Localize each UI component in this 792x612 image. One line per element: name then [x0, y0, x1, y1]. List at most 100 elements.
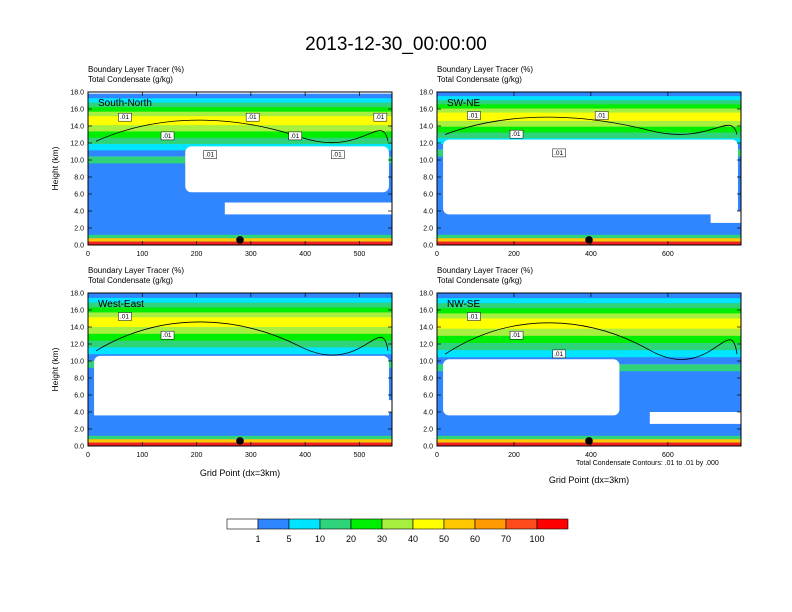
y-tick-label: 10.0: [419, 158, 433, 165]
y-tick-label: 8.0: [423, 376, 433, 383]
contour-label: .01: [512, 131, 521, 138]
x-tick-label: 200: [191, 251, 203, 258]
y-tick-label: 0.0: [74, 444, 84, 451]
y-tick-label: 10.0: [70, 158, 84, 165]
x-tick-label: 200: [508, 251, 520, 258]
x-tick-label: 300: [245, 251, 257, 258]
location-marker: [585, 437, 593, 445]
panel-sw-ne: .01 .01 .01 .01 SW-NE Boundary Layer Tracer (…: [419, 65, 742, 258]
contour-label-box: [552, 349, 566, 359]
y-tick-label: 12.0: [70, 342, 84, 349]
color-legend: 1 5 10 20 30 40 50 60 70 100: [226, 518, 569, 544]
panel-header-condensate: Total Condensate (g/kg): [88, 75, 173, 84]
contour-label: .01: [469, 113, 478, 120]
contour-label: .01: [597, 113, 606, 120]
legend-label: 100: [529, 534, 544, 544]
x-tick-label: 600: [662, 251, 674, 258]
legend-label: 30: [377, 534, 387, 544]
contour-label: .01: [375, 114, 384, 121]
contour-label-box: [118, 112, 132, 122]
deck-band: [437, 318, 741, 329]
legend-swatch: [381, 518, 414, 530]
legend-label: 5: [286, 534, 291, 544]
y-tick-label: 2.0: [74, 226, 84, 233]
boundary-layer-low: [88, 217, 392, 235]
y-tick-label: 12.0: [70, 141, 84, 148]
panel-west-east: .01 .01 West-East Boundary Layer Tracer (%)…: [50, 266, 393, 478]
contour-label-box: [203, 150, 217, 159]
x-tick-label: 400: [585, 251, 597, 258]
lower-gap: [255, 400, 392, 412]
y-tick-label: 12.0: [419, 141, 433, 148]
y-tick-label: 14.0: [419, 124, 433, 131]
contour-label-box: [245, 112, 260, 122]
x-tick-label: 400: [585, 452, 597, 459]
panel-header-condensate: Total Condensate (g/kg): [437, 276, 522, 285]
x-tick-label: 400: [299, 452, 311, 459]
contour-label-box: [552, 148, 566, 158]
y-tick-label: 4.0: [74, 410, 84, 417]
legend-label: 70: [501, 534, 511, 544]
y-tick-label: 16.0: [419, 308, 433, 315]
y-tick-label: 2.0: [74, 427, 84, 434]
y-tick-label: 10.0: [70, 359, 84, 366]
x-tick-label: 100: [136, 452, 148, 459]
y-tick-label: 6.0: [423, 393, 433, 400]
y-tick-label: 14.0: [419, 325, 433, 332]
x-axis-label: Grid Point (dx=3km): [549, 475, 629, 485]
y-tick-label: 2.0: [423, 427, 433, 434]
x-tick-label: 0: [435, 452, 439, 459]
contour-label: .01: [120, 314, 129, 321]
x-tick-label: 200: [508, 452, 520, 459]
plot-frame: [436, 292, 742, 447]
legend-swatch: [319, 518, 352, 530]
contour-label-box: [160, 330, 175, 340]
figure-title: 2013-12-30_00:00:00: [305, 34, 487, 55]
deck-band: [88, 317, 392, 327]
y-tick-label: 6.0: [74, 393, 84, 400]
location-marker: [236, 236, 244, 244]
contour-label: .01: [120, 114, 129, 121]
legend-label: 50: [439, 534, 449, 544]
panel-header-tracer: Boundary Layer Tracer (%): [437, 65, 533, 74]
location-marker: [236, 437, 244, 445]
x-axis-label: Grid Point (dx=3km): [200, 468, 280, 478]
x-tick-label: 0: [435, 251, 439, 258]
tracer-field: .01 .01: [88, 293, 392, 446]
contour-label-box: [509, 330, 524, 340]
tracer-field: .01 .01 .01 .01 .01 .01 .01: [88, 92, 392, 245]
legend-swatch: [412, 518, 445, 530]
legend-swatch: [226, 518, 259, 530]
y-tick-label: 12.0: [419, 342, 433, 349]
contour-label-box: [160, 131, 175, 141]
legend-swatch: [536, 518, 569, 530]
contour-label: .01: [469, 314, 478, 321]
y-tick-label: 8.0: [74, 376, 84, 383]
legend-swatch: [443, 518, 476, 530]
plot-frame: [87, 292, 393, 447]
y-tick-label: 14.0: [70, 124, 84, 131]
y-tick-label: 0.0: [423, 444, 433, 451]
section-label: SW-NE: [447, 98, 480, 109]
lower-gap: [710, 211, 741, 223]
x-tick-label: 200: [191, 452, 203, 459]
clear-air-region: [94, 355, 389, 424]
section-label: South-North: [98, 98, 152, 109]
panel-header-tracer: Boundary Layer Tracer (%): [88, 65, 184, 74]
contour-label: .01: [512, 332, 521, 339]
y-tick-label: 8.0: [74, 175, 84, 182]
panels: .01 .01 .01 .01 .01 .01 .01 South-North Boundary…: [50, 65, 742, 485]
y-tick-label: 6.0: [74, 192, 84, 199]
legend-swatch: [257, 518, 290, 530]
contour-label-box: [331, 150, 345, 159]
legend-label: 10: [315, 534, 325, 544]
tracer-field: .01 .01 .01: [437, 293, 741, 446]
y-axis-label: Height (km): [50, 146, 60, 190]
contour-label: .01: [163, 332, 172, 339]
panel-header-tracer: Boundary Layer Tracer (%): [88, 266, 184, 275]
boundary-layer-low: [437, 427, 741, 436]
contour-label: .01: [248, 114, 257, 121]
x-tick-label: 0: [86, 251, 90, 258]
